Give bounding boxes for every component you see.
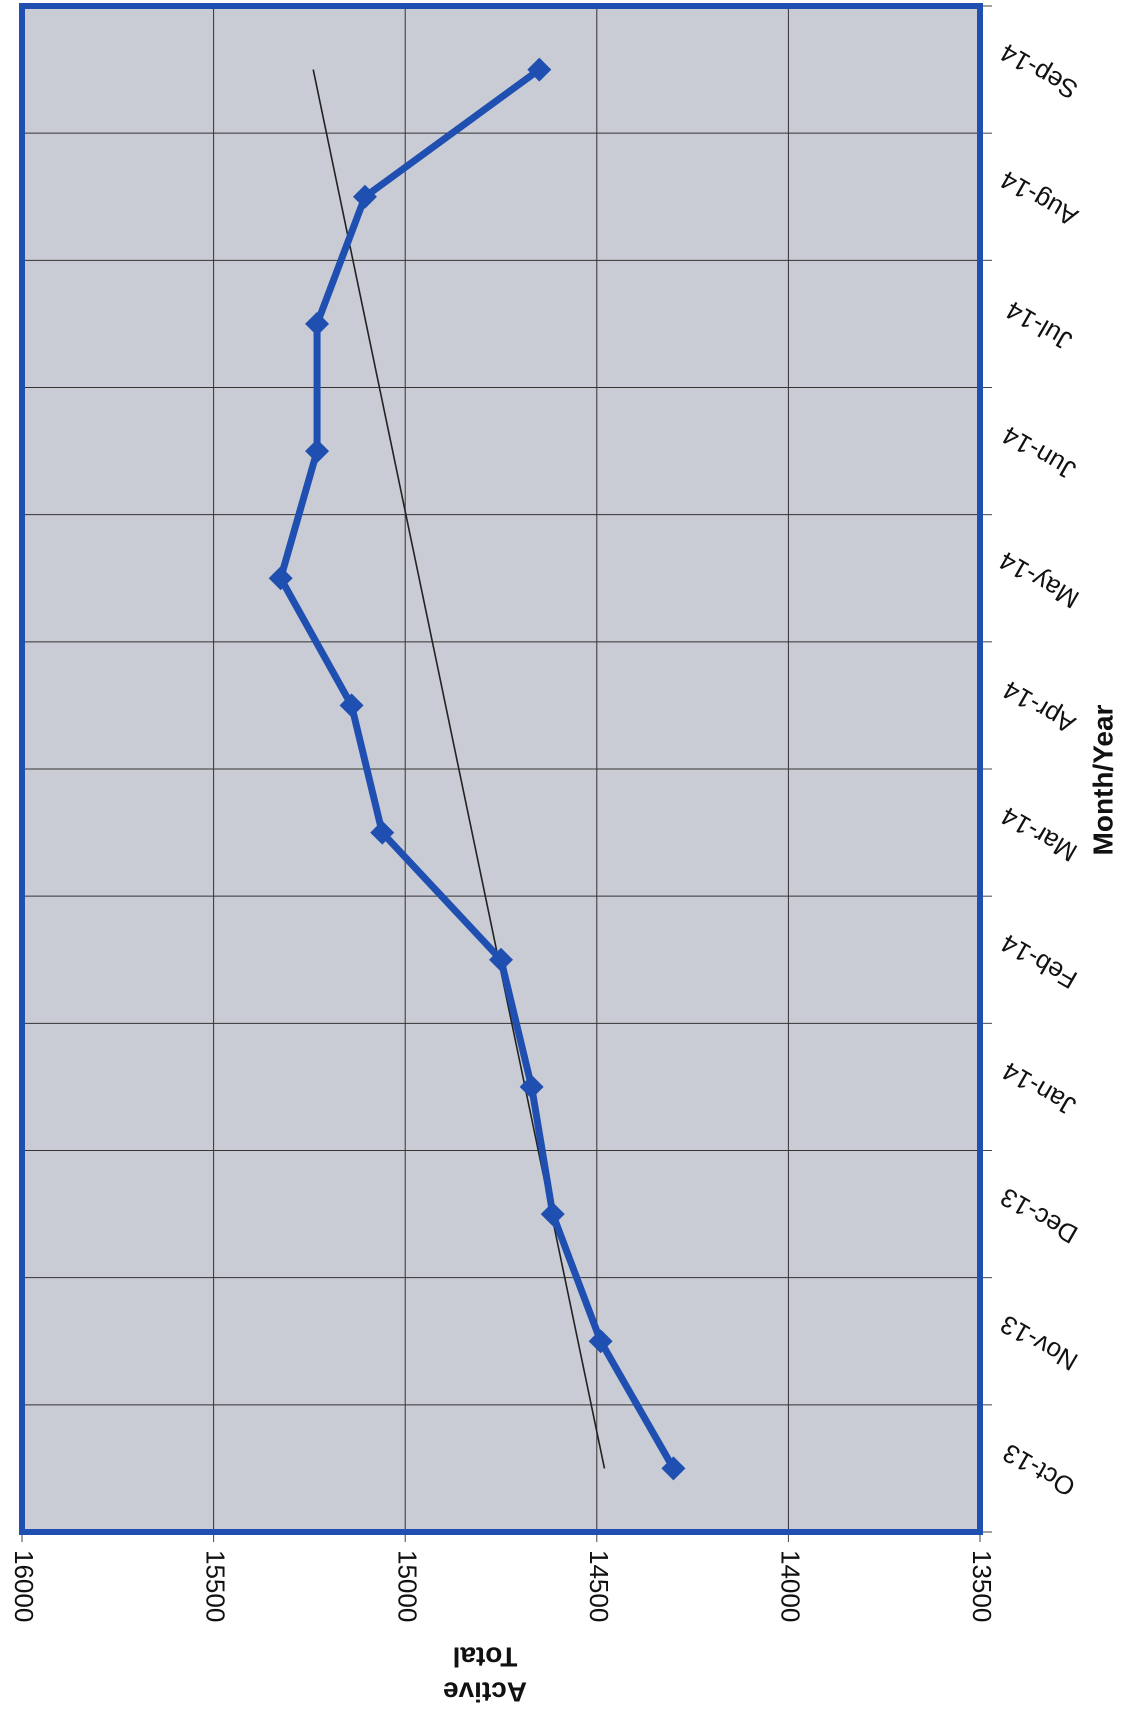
data-point-Apr-14 <box>339 693 364 718</box>
value-tick-labels: 16000 15500 15000 14500 14000 13500 <box>9 1550 997 1622</box>
data-point-Jul-14 <box>305 311 330 336</box>
data-point-Nov-13 <box>588 1329 613 1354</box>
data-point-Mar-14 <box>370 820 395 845</box>
y-axis-title-line-2: Total <box>453 1642 518 1673</box>
trend-line <box>312 69 606 1469</box>
data-point-Aug-14 <box>352 184 377 209</box>
y-axis-title: Active Total <box>443 1642 527 1708</box>
category-tick-label: Aug-14 <box>995 165 1083 233</box>
data-point-Jan-14 <box>519 1074 544 1099</box>
category-tick-labels: Oct-13 Nov-13 Dec-13 Jan-14 Feb-14 Mar-14 Apr-… <box>994 37 1084 1502</box>
category-tick-label: May-14 <box>994 545 1084 614</box>
series-line <box>277 66 677 1471</box>
value-tick-label: 16000 <box>9 1550 39 1622</box>
data-point-Feb-14 <box>489 947 513 972</box>
value-tick-label: 14500 <box>584 1550 614 1622</box>
data-point-May-14 <box>268 566 293 591</box>
category-tick-label: Mar-14 <box>996 801 1082 868</box>
value-tick-label: 15000 <box>392 1550 422 1622</box>
category-tick-label: Dec-13 <box>995 1182 1083 1250</box>
plot-frame <box>19 3 983 1535</box>
x-axis-title: Month/Year <box>1087 704 1118 855</box>
y-axis-title-line-1: Active <box>443 1677 527 1708</box>
data-point-Dec-13 <box>540 1202 565 1227</box>
category-tick-label: Jun-14 <box>997 420 1081 486</box>
category-tick-label: Feb-14 <box>996 928 1082 995</box>
category-tick-label: Apr-14 <box>998 675 1081 740</box>
category-tick-label: Nov-13 <box>995 1309 1083 1377</box>
value-tick-label: 15500 <box>201 1550 231 1622</box>
value-tick-label: 13500 <box>967 1550 997 1622</box>
data-markers <box>268 57 686 1481</box>
value-tick-label: 14000 <box>776 1550 806 1622</box>
data-point-Jun-14 <box>305 439 330 464</box>
category-tick-label: Oct-13 <box>998 1438 1081 1503</box>
category-tick-label: Jul-14 <box>1001 295 1077 356</box>
category-tick-label: Sep-14 <box>995 37 1083 105</box>
data-point-Oct-13 <box>661 1456 686 1481</box>
data-point-Sep-14 <box>527 57 552 82</box>
plot-area <box>19 3 992 1542</box>
category-tick-label: Jan-14 <box>997 1056 1081 1122</box>
